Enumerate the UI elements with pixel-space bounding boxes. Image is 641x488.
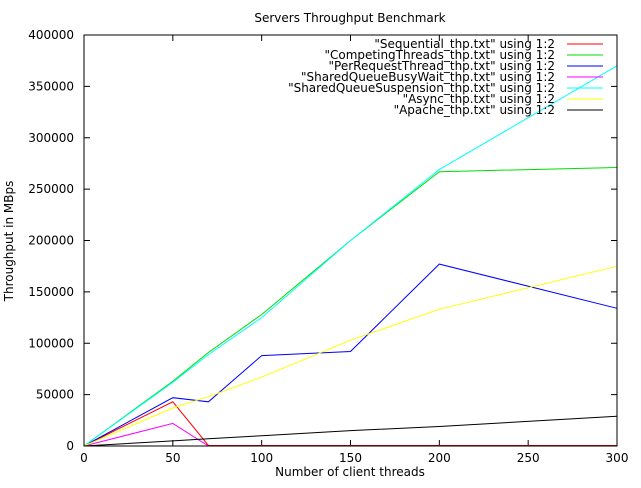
- x-tick-label: 50: [165, 451, 180, 465]
- legend-label: "Async_thp.txt" using 1:2: [403, 92, 555, 106]
- x-tick-label: 200: [428, 451, 451, 465]
- series-line-3: [83, 263, 618, 447]
- y-tick-label: 350000: [28, 79, 74, 93]
- x-tick-label: 100: [250, 451, 273, 465]
- legend-label: "CompetingThreads_thp.txt" using 1:2: [324, 48, 555, 62]
- legend-label: "SharedQueueBusyWait_thp.txt" using 1:2: [301, 70, 555, 84]
- y-tick-label: 200000: [28, 234, 74, 248]
- x-tick-label: 0: [80, 451, 88, 465]
- plot-frame: [83, 34, 618, 447]
- legend: "Sequential_thp.txt" using 1:2"Competing…: [288, 37, 603, 117]
- y-tick-label: 50000: [36, 388, 74, 402]
- series-line-6: [83, 265, 618, 447]
- x-tick-label: 150: [339, 451, 362, 465]
- legend-label: "PerRequestThread_thp.txt" using 1:2: [329, 59, 555, 73]
- y-tick-label: 300000: [28, 131, 74, 145]
- x-tick-label: 300: [606, 451, 629, 465]
- series-line-7: [83, 415, 618, 447]
- y-tick-label: 150000: [28, 285, 74, 299]
- y-tick-label: 400000: [28, 28, 74, 42]
- axis-ticks: 0 50 100 150 200 250 300 0 50000 100000 150000 2000…: [28, 28, 628, 465]
- legend-label: "Sequential_thp.txt" using 1:2: [374, 37, 555, 51]
- x-axis-label: Number of client threads: [275, 465, 425, 479]
- chart-title: Servers Throughput Benchmark: [254, 11, 445, 25]
- legend-label: "Apache_thp.txt" using 1:2: [394, 103, 555, 117]
- y-tick-label: 0: [66, 439, 74, 453]
- y-axis-label: Throughput in MBps: [2, 181, 16, 303]
- y-tick-label: 100000: [28, 336, 74, 350]
- x-tick-label: 250: [517, 451, 540, 465]
- y-tick-label: 250000: [28, 182, 74, 196]
- series-line-2: [83, 167, 618, 447]
- legend-label: "SharedQueueSuspension_thp.txt" using 1:…: [288, 81, 555, 95]
- series-line-5: [83, 65, 618, 447]
